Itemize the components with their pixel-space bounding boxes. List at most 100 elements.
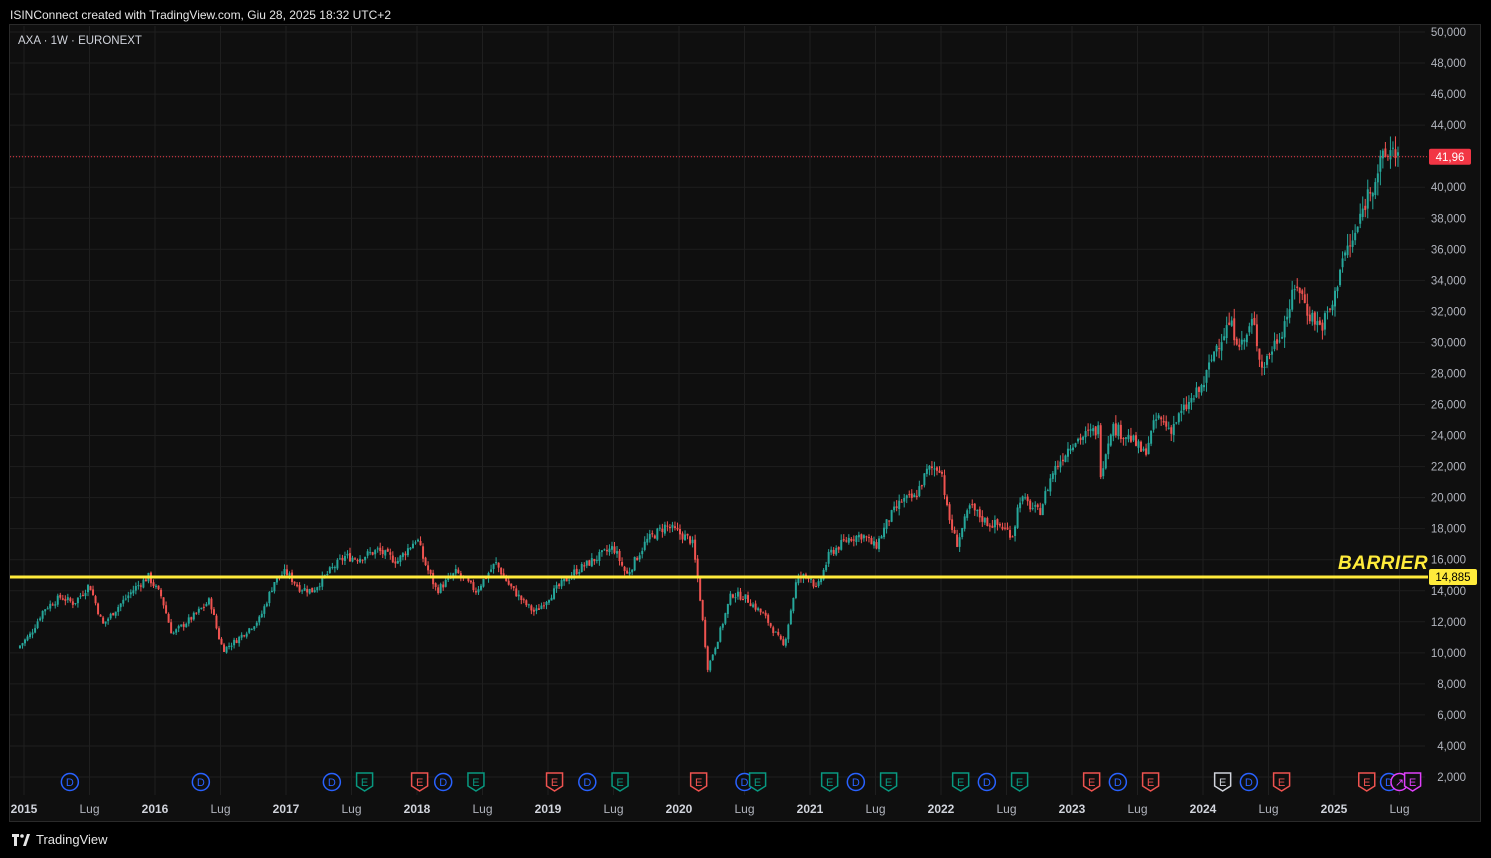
svg-text:E: E [1088,777,1095,789]
svg-text:D: D [439,777,447,789]
x-tick-label: Lug [210,802,230,816]
candle-body [1374,182,1377,195]
candle-body [782,639,785,645]
svg-text:↗: ↗ [1395,777,1404,789]
candle-body [346,553,349,556]
symbol-info[interactable]: AXA · 1W · EURONEXT [18,35,142,47]
candle-body [673,526,676,529]
dividend-marker-icon: D [1239,772,1259,792]
candle-body [1192,398,1195,400]
dividend-marker-icon: D [191,772,211,792]
candle-body [479,585,482,590]
candle-body [1208,362,1211,370]
x-tick-label: 2016 [142,802,169,816]
candle-body [928,465,931,470]
y-tick-label: 50,000 [1431,27,1466,39]
candle-body [1036,504,1039,508]
price-chart[interactable]: 50,00048,00046,00044,00042,00040,00038,0… [0,0,1491,823]
candle-body [474,591,477,593]
candle-body [553,588,556,599]
candle-body [1210,359,1213,361]
candle-body [1175,422,1178,424]
candle-body [369,552,372,554]
candle-body [374,550,377,555]
x-tick-label: 2023 [1059,802,1086,816]
candle-body [895,506,898,508]
candle-body [621,562,624,566]
candle-body [104,621,107,624]
candle-body [603,549,606,551]
candle-body [1306,303,1309,316]
candle-body [794,582,797,598]
candle-body [1114,423,1117,436]
candle-body [66,597,69,601]
candle-body [1371,193,1374,197]
candle-body [784,638,787,646]
candle-body [1109,434,1112,446]
candle-body [1218,348,1221,350]
candle-body [1391,147,1394,149]
candle-body [545,602,548,606]
candle-body [734,597,737,599]
candle-body [389,552,392,555]
candle-body [301,590,304,592]
candle-body [726,603,729,615]
candle-body [109,613,112,619]
y-tick-label: 32,000 [1431,306,1466,318]
candle-body [89,586,92,591]
y-tick-label: 4,000 [1437,741,1466,753]
candle-body [379,547,382,552]
candle-body [18,645,21,649]
candle-body [684,534,687,541]
candle-body [1293,289,1296,291]
candle-body [910,493,913,498]
candle-body [1354,232,1357,241]
candle-body [177,626,180,629]
candle-body [1180,410,1183,414]
candle-body [1160,417,1163,420]
candle-body [1364,205,1367,211]
candle-body [1296,286,1299,289]
candle-body [825,564,828,571]
candle-body [550,597,553,601]
candle-body [1014,526,1017,536]
candle-body [636,557,639,561]
candle-body [286,569,289,575]
candle-body [41,610,44,619]
candle-body [142,579,145,588]
candle-body [1066,448,1069,457]
candle-body [361,559,364,561]
candle-body [535,608,538,611]
candle-body [653,535,656,539]
candle-body [1150,430,1153,444]
candle-body [719,627,722,642]
candle-body [1233,318,1236,341]
candle-body [217,628,220,640]
candle-body [1200,384,1203,393]
candle-body [36,621,39,629]
svg-text:E: E [957,777,964,789]
candle-body [1132,435,1135,441]
x-tick-label: Lug [472,802,492,816]
candle-body [699,577,702,601]
candle-body [253,626,256,630]
earnings-marker-icon: E [820,772,839,792]
tradingview-brand[interactable]: TradingView [12,832,108,847]
y-tick-label: 44,000 [1431,120,1466,132]
candle-body [1278,340,1281,342]
candle-body [490,569,493,572]
candle-body [1087,429,1090,431]
candle-body [1064,455,1067,462]
candle-body [946,496,949,506]
candle-body [1006,527,1009,530]
candle-body [691,539,694,544]
candle-body [230,645,233,647]
candle-body [86,585,89,593]
candle-body [1248,326,1251,333]
candle-body [568,579,571,581]
y-tick-label: 22,000 [1431,462,1466,474]
candle-body [731,594,734,598]
candle-body [454,569,457,574]
x-tick-label: Lug [996,802,1016,816]
barrier-price-label: 14,885 [1435,572,1470,584]
